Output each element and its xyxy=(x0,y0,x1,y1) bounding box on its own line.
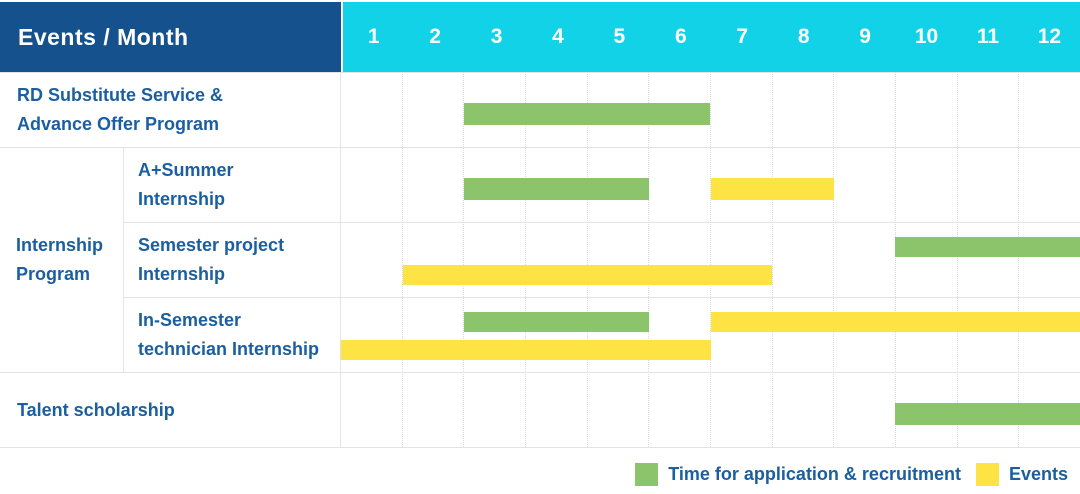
month-header-cell: 7 xyxy=(736,25,749,48)
row-chart-area xyxy=(341,73,1080,147)
month-header-cell: 6 xyxy=(674,25,687,48)
legend-label: Time for application & recruitment xyxy=(668,464,961,484)
month-gridline-column xyxy=(588,72,650,447)
events-bar xyxy=(402,265,773,285)
month-gridlines xyxy=(341,72,1080,447)
row-label-semester-project-internship-line: Semester project xyxy=(138,235,285,255)
row-label-a-plus-summer-internship: A+Summer Internship xyxy=(124,148,341,222)
month-header-cell: 11 xyxy=(976,25,1000,48)
table-row-a-plus-summer-internship: A+Summer Internship xyxy=(124,148,1080,222)
row-label-a-plus-summer-internship-line: A+Summer xyxy=(138,160,234,180)
row-chart-area xyxy=(341,373,1080,447)
month-header-cell: 8 xyxy=(797,25,810,48)
month-header-cell: 9 xyxy=(859,25,871,48)
legend-label: Events xyxy=(1008,464,1068,484)
month-header-cell: 5 xyxy=(613,25,626,48)
table-header-row: Events / Month 1 2 3 4 5 6 7 8 9 10 11 12 xyxy=(0,2,1080,72)
month-gridline-column xyxy=(341,72,403,447)
table-row-in-semester-technician-internship: In-Semester technician Internship xyxy=(124,297,1080,372)
legend: Time for application & recruitment Events xyxy=(635,463,1068,486)
group-label-internship-program: Internship Program xyxy=(0,148,124,372)
row-label-in-semester-technician-internship: In-Semester technician Internship xyxy=(124,298,341,372)
month-header-cell: 10 xyxy=(914,25,939,48)
row-label-semester-project-internship: Semester project Internship xyxy=(124,223,341,297)
group-label-internship-program-line: Program xyxy=(16,264,91,284)
legend-item-yellow: Events xyxy=(975,463,1068,486)
table-row-group-internship-program: Internship Program A+Summer Internship Semes… xyxy=(0,147,1080,372)
month-header-row: 1 2 3 4 5 6 7 8 9 10 11 12 xyxy=(343,2,1080,72)
header-title-cell: Events / Month xyxy=(0,2,341,72)
recruitment-bar xyxy=(464,178,649,200)
row-label-a-plus-summer-internship-line: Internship xyxy=(138,189,226,209)
row-chart-area xyxy=(341,148,1080,222)
header-title: Events / Month xyxy=(18,23,189,50)
row-label-rd-substitute-service-line: RD Substitute Service & xyxy=(17,85,224,105)
row-label-rd-substitute-service-line: Advance Offer Program xyxy=(17,114,220,134)
month-header-cell: 2 xyxy=(429,25,441,48)
month-gridline-column xyxy=(711,72,773,447)
events-bar xyxy=(710,178,834,200)
month-header-cell: 3 xyxy=(490,25,503,48)
row-chart-area xyxy=(341,223,1080,297)
month-header-cell: 12 xyxy=(1037,25,1062,48)
gantt-table: Events / Month 1 2 3 4 5 6 7 8 9 10 11 12 RD Substi… xyxy=(0,2,1080,448)
recruitment-bar xyxy=(464,312,649,332)
month-gridline-column xyxy=(464,72,527,447)
month-gridline-column xyxy=(526,72,588,447)
month-header-cell: 1 xyxy=(367,25,380,48)
row-label-semester-project-internship-line: Internship xyxy=(138,264,226,284)
table-row-talent-scholarship: Talent scholarship xyxy=(0,372,1080,447)
row-label-talent-scholarship-line: Talent scholarship xyxy=(17,399,175,420)
legend-item-green: Time for application & recruitment xyxy=(635,463,961,486)
recruitment-bar xyxy=(464,103,711,125)
row-label-talent-scholarship: Talent scholarship xyxy=(0,373,341,447)
table-row-rd-substitute-service: RD Substitute Service & Advance Offer Pro… xyxy=(0,72,1080,147)
row-label-in-semester-technician-internship-line: technician Internship xyxy=(138,339,320,359)
row-label-rd-substitute-service: RD Substitute Service & Advance Offer Pro… xyxy=(0,73,341,147)
month-gridline-column xyxy=(958,72,1020,447)
month-gridline-column xyxy=(649,72,712,447)
group-label-internship-program-line: Internship xyxy=(16,235,104,255)
month-gridline-column xyxy=(834,72,897,447)
month-gridline-column xyxy=(403,72,465,447)
events-bar xyxy=(710,312,1080,332)
row-label-in-semester-technician-internship-line: In-Semester xyxy=(138,310,242,330)
month-header-cell: 4 xyxy=(552,25,564,48)
group-subrows: A+Summer Internship Semester project Intern… xyxy=(124,148,1080,372)
table-body: RD Substitute Service & Advance Offer Pro… xyxy=(0,72,1080,448)
month-gridline-column xyxy=(773,72,835,447)
table-row-semester-project-internship: Semester project Internship xyxy=(124,222,1080,297)
yellow-swatch-icon xyxy=(975,463,999,486)
recruitment-bar xyxy=(895,403,1080,425)
month-gridline-column xyxy=(896,72,958,447)
row-chart-area xyxy=(341,298,1080,372)
recruitment-bar xyxy=(895,237,1080,257)
events-bar xyxy=(341,340,711,360)
green-swatch-icon xyxy=(635,463,659,486)
